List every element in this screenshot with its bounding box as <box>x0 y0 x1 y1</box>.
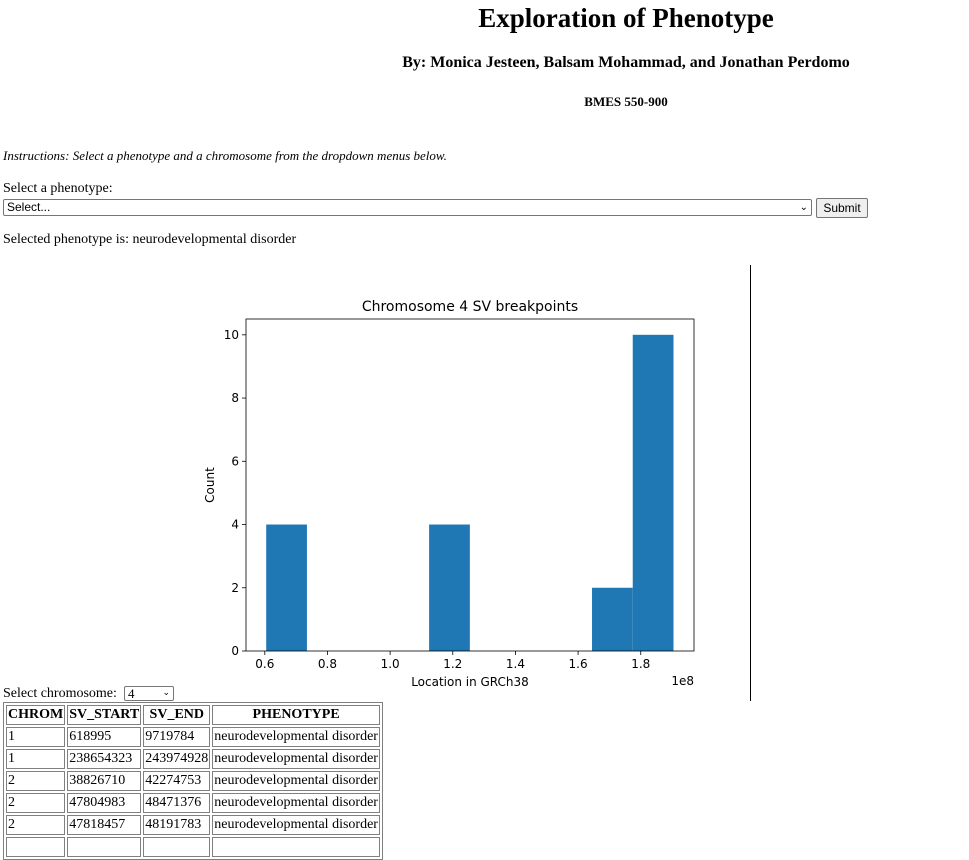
cell-chrom <box>6 837 66 857</box>
y-tick-label: 8 <box>231 391 239 405</box>
phenotype-label: Select a phenotype: <box>3 181 113 196</box>
plot-frame <box>245 318 695 652</box>
column-header-sv-start: SV_START <box>67 705 142 725</box>
cell-sv-start: 47818457 <box>67 815 142 835</box>
x-tick-label: 1.4 <box>506 657 525 671</box>
table-row: 1 238654323 243974928 neurodevelopmental… <box>6 749 380 769</box>
histogram-bar <box>266 524 307 651</box>
authors-subtitle: By: Monica Jesteen, Balsam Mohammad, and… <box>402 54 850 71</box>
x-tick-label: 1.8 <box>631 657 650 671</box>
y-tick-label: 2 <box>231 581 239 595</box>
cell-sv-start <box>67 837 142 857</box>
cell-chrom: 2 <box>6 815 66 835</box>
cell-chrom: 1 <box>6 749 66 769</box>
y-axis-label: Count <box>203 467 217 503</box>
chart-title: Chromosome 4 SV breakpoints <box>362 299 578 315</box>
column-header-sv-end: SV_END <box>143 705 211 725</box>
x-offset-label: 1e8 <box>671 674 694 688</box>
cell-sv-start: 618995 <box>67 727 142 747</box>
chevron-down-icon: ⌄ <box>162 688 170 698</box>
column-header-phenotype: PHENOTYPE <box>212 705 380 725</box>
table-row: 2 47804983 48471376 neurodevelopmental d… <box>6 793 380 813</box>
selected-phenotype-text: Selected phenotype is: neurodevelopmenta… <box>3 232 297 247</box>
x-axis-label: Location in GRCh38 <box>411 675 529 688</box>
cell-sv-end: 42274753 <box>143 771 211 791</box>
cell-sv-end: 9719784 <box>143 727 211 747</box>
histogram-bar <box>632 334 674 651</box>
phenotype-select-value: Select... <box>7 200 51 214</box>
table-row <box>6 837 380 857</box>
cell-sv-end: 48191783 <box>143 815 211 835</box>
cell-chrom: 2 <box>6 771 66 791</box>
cell-sv-start: 238654323 <box>67 749 142 769</box>
y-tick-label: 10 <box>224 328 239 342</box>
x-tick-label: 0.6 <box>255 657 274 671</box>
table-row: 2 47818457 48191783 neurodevelopmental d… <box>6 815 380 835</box>
table-row: 2 38826710 42274753 neurodevelopmental d… <box>6 771 380 791</box>
cell-chrom: 1 <box>6 727 66 747</box>
y-tick-label: 0 <box>231 644 239 658</box>
x-tick-label: 1.6 <box>569 657 588 671</box>
cell-phenotype: neurodevelopmental disorder <box>212 793 380 813</box>
table-header-row: CHROM SV_START SV_END PHENOTYPE <box>6 705 380 725</box>
cell-phenotype <box>212 837 380 857</box>
cell-phenotype: neurodevelopmental disorder <box>212 749 380 769</box>
cell-sv-start: 47804983 <box>67 793 142 813</box>
vertical-divider <box>750 265 751 701</box>
course-code: BMES 550-900 <box>584 94 668 109</box>
table-row: 1 618995 9719784 neurodevelopmental diso… <box>6 727 380 747</box>
chevron-down-icon: ⌄ <box>799 202 808 213</box>
histogram-chart: 0.6 0.8 1.0 1.2 1.4 1.6 1.8 0 2 4 6 8 10 Chromosome 4… <box>203 299 695 688</box>
cell-sv-end: 243974928 <box>143 749 211 769</box>
cell-sv-start: 38826710 <box>67 771 142 791</box>
sv-table: CHROM SV_START SV_END PHENOTYPE 1 618995… <box>3 702 383 860</box>
instructions-text: Instructions: Select a phenotype and a c… <box>3 148 447 163</box>
x-tick-label: 1.0 <box>381 657 400 671</box>
cell-phenotype: neurodevelopmental disorder <box>212 727 380 747</box>
chromosome-select-value: 4 <box>128 686 135 701</box>
chromosome-select[interactable]: 4 ⌄ <box>124 686 174 701</box>
page-title: Exploration of Phenotype <box>478 3 774 33</box>
phenotype-select[interactable]: Select... ⌄ <box>3 199 812 216</box>
chromosome-label: Select chromosome: <box>3 686 117 701</box>
cell-sv-end: 48471376 <box>143 793 211 813</box>
cell-phenotype: neurodevelopmental disorder <box>212 771 380 791</box>
cell-phenotype: neurodevelopmental disorder <box>212 815 380 835</box>
histogram-bar <box>592 587 633 651</box>
histogram-bar <box>429 524 470 651</box>
x-tick-label: 0.8 <box>318 657 337 671</box>
y-tick-label: 4 <box>231 518 239 532</box>
column-header-chrom: CHROM <box>6 705 66 725</box>
cell-sv-end <box>143 837 211 857</box>
y-tick-label: 6 <box>231 454 239 468</box>
submit-button[interactable]: Submit <box>816 198 868 218</box>
x-tick-label: 1.2 <box>443 657 462 671</box>
cell-chrom: 2 <box>6 793 66 813</box>
